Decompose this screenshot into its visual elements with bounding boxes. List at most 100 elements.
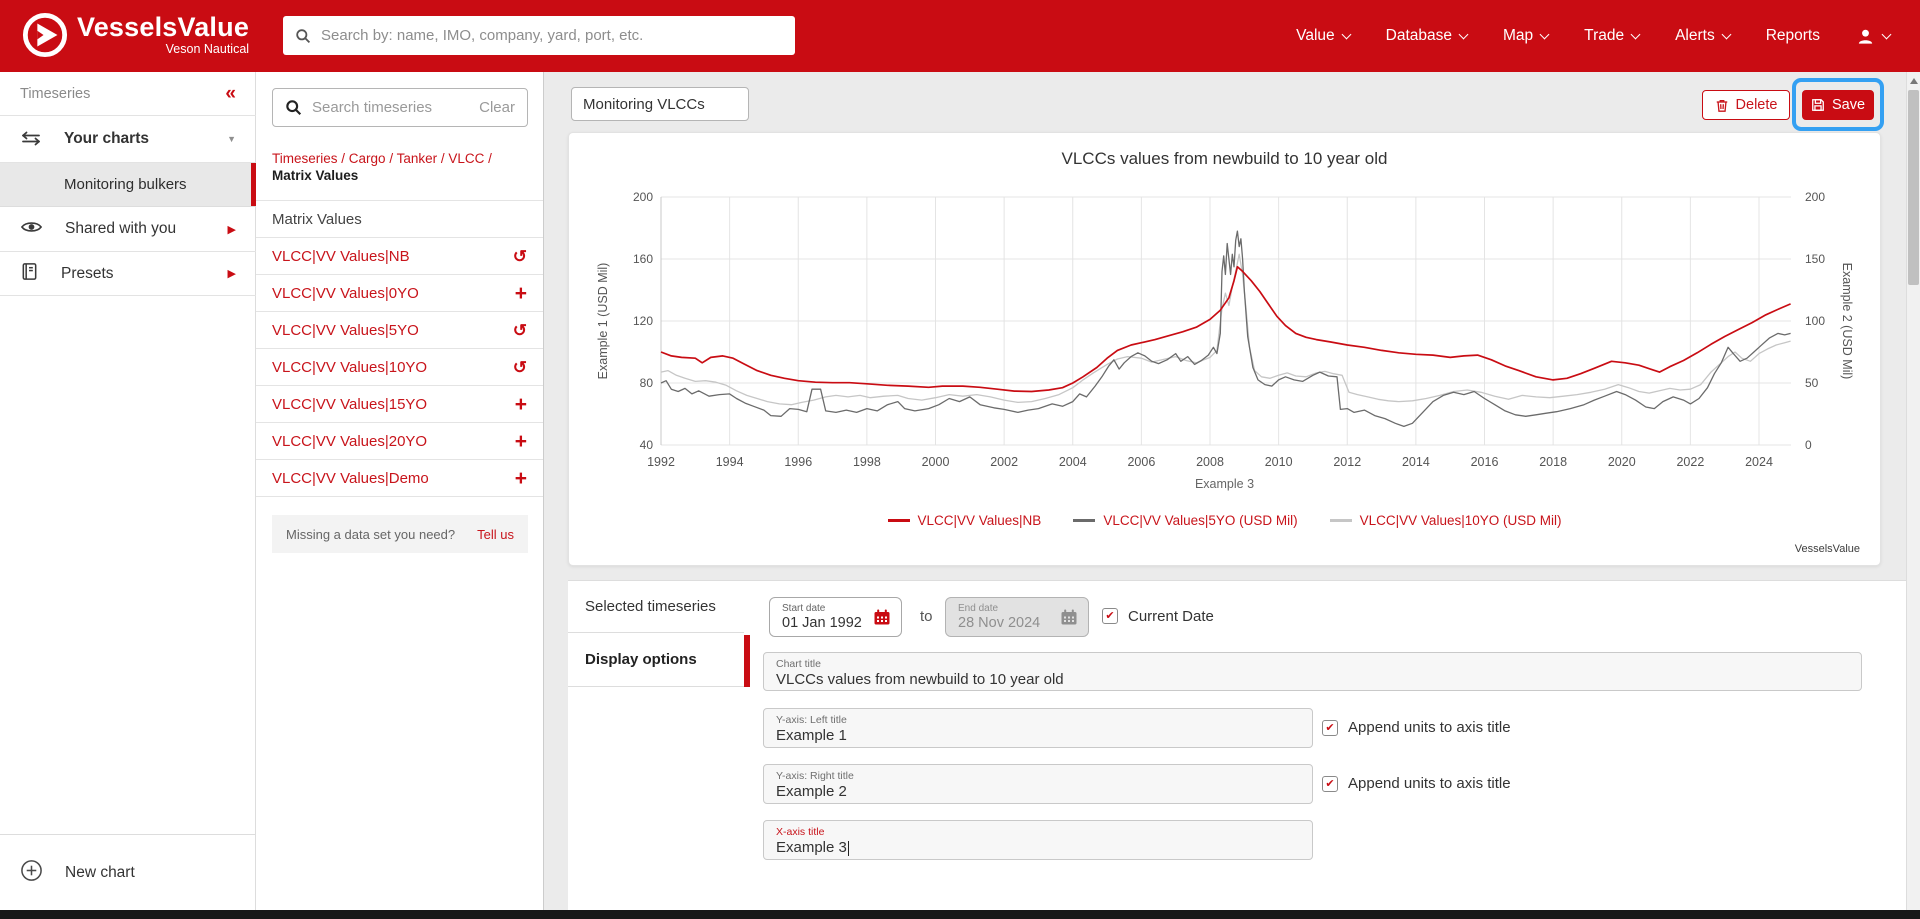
- vesselsvalue-watermark: VesselsValue: [1794, 543, 1860, 555]
- timeseries-item[interactable]: VLCC|VV Values|15YO +: [256, 386, 543, 423]
- legend-swatch: [1073, 519, 1096, 522]
- nav-item-label: Trade: [1584, 27, 1625, 44]
- sidebar-item-shared-with-you[interactable]: Shared with you ▶: [0, 207, 256, 252]
- scrollbar-thumb[interactable]: [1908, 90, 1919, 285]
- chevron-down-icon: [1630, 29, 1641, 39]
- breadcrumb-link[interactable]: VLCC: [448, 151, 485, 166]
- chevron-down-icon: [1881, 29, 1892, 39]
- breadcrumb-link[interactable]: Cargo: [348, 151, 386, 166]
- chart-name-input[interactable]: [571, 87, 749, 121]
- delete-button[interactable]: Delete: [1702, 90, 1790, 120]
- clear-search-button[interactable]: Clear: [479, 99, 515, 116]
- tab-display-options[interactable]: Display options: [568, 633, 744, 687]
- brand-title: VesselsValue: [77, 12, 250, 42]
- sidebar-item-presets[interactable]: Presets ▶: [0, 252, 256, 296]
- presets-label: Presets: [61, 264, 114, 282]
- nav-item-alerts[interactable]: Alerts: [1675, 27, 1732, 45]
- collapse-sidebar-icon[interactable]: «: [225, 82, 236, 104]
- timeseries-group-row[interactable]: Matrix Values: [256, 200, 543, 238]
- x-axis-title-field[interactable]: X-axis title Example 3: [763, 820, 1313, 860]
- add-icon[interactable]: +: [514, 392, 527, 416]
- text-cursor: [847, 841, 850, 856]
- global-search-input[interactable]: [321, 27, 783, 44]
- timeseries-item-label: VLCC|VV Values|Demo: [272, 469, 429, 487]
- timeseries-item[interactable]: VLCC|VV Values|5YO ↺: [256, 312, 543, 349]
- date-range-to-label: to: [920, 608, 933, 625]
- legend-item[interactable]: VLCC|VV Values|NB: [887, 513, 1041, 528]
- timeseries-item-label: VLCC|VV Values|15YO: [272, 395, 428, 413]
- breadcrumb-link[interactable]: Timeseries: [272, 151, 338, 166]
- missing-dataset-bar: Missing a data set you need? Tell us: [272, 515, 528, 553]
- timeseries-search-input[interactable]: [312, 99, 480, 116]
- svg-text:2016: 2016: [1471, 455, 1499, 469]
- chevron-down-icon: [1721, 29, 1732, 39]
- chart-title-field-label: Chart title: [776, 658, 821, 670]
- y-left-title-field[interactable]: Y-axis: Left title Example 1: [763, 708, 1313, 748]
- search-icon: [286, 100, 302, 116]
- nav-item-label: Value: [1296, 27, 1335, 44]
- undo-icon[interactable]: ↺: [512, 357, 527, 377]
- add-icon[interactable]: +: [514, 429, 527, 453]
- append-units-right-checkbox[interactable]: ✔: [1322, 776, 1338, 792]
- nav-item-trade[interactable]: Trade: [1584, 27, 1641, 45]
- save-button[interactable]: Save: [1802, 90, 1874, 120]
- nav-item-label: Reports: [1765, 27, 1820, 44]
- add-icon[interactable]: +: [514, 281, 527, 305]
- shared-with-you-label: Shared with you: [65, 220, 177, 237]
- checkmark-icon: ✔: [1105, 609, 1115, 622]
- page-scrollbar[interactable]: [1906, 72, 1920, 910]
- svg-text:120: 120: [633, 314, 653, 328]
- timeseries-item[interactable]: VLCC|VV Values|0YO +: [256, 275, 543, 312]
- start-date-field[interactable]: Start date 01 Jan 1992: [769, 597, 902, 637]
- end-date-value: 28 Nov 2024: [958, 615, 1041, 631]
- group-label: Matrix Values: [272, 210, 362, 228]
- nav-item-map[interactable]: Map: [1503, 27, 1550, 45]
- eye-icon: [20, 219, 43, 240]
- append-units-left-checkbox[interactable]: ✔: [1322, 720, 1338, 736]
- timeseries-item[interactable]: VLCC|VV Values|NB ↺: [256, 238, 543, 275]
- user-menu[interactable]: [1856, 27, 1892, 46]
- undo-icon[interactable]: ↺: [512, 320, 527, 340]
- sidebar-item-your-charts[interactable]: Your charts ▼: [0, 116, 256, 163]
- sidebar-item-monitoring-bulkers[interactable]: Monitoring bulkers: [0, 163, 256, 207]
- svg-text:Example 1 (USD Mil): Example 1 (USD Mil): [596, 263, 610, 380]
- chart-title-field[interactable]: Chart title VLCCs values from newbuild t…: [763, 652, 1862, 691]
- nav-item-database[interactable]: Database: [1386, 27, 1469, 45]
- svg-text:2008: 2008: [1196, 455, 1224, 469]
- missing-dataset-text: Missing a data set you need?: [286, 526, 456, 542]
- undo-icon[interactable]: ↺: [512, 246, 527, 266]
- breadcrumb-link[interactable]: Tanker: [396, 151, 438, 166]
- brand-subtitle: Veson Nautical: [165, 42, 250, 56]
- your-charts-label: Your charts: [64, 130, 149, 147]
- y-right-title-field[interactable]: Y-axis: Right title Example 2: [763, 764, 1313, 804]
- main-content: Delete Save VLCCs values from newbuild t…: [544, 72, 1906, 910]
- svg-text:80: 80: [640, 376, 654, 390]
- tab-selected-timeseries[interactable]: Selected timeseries: [568, 581, 744, 633]
- timeseries-item[interactable]: VLCC|VV Values|20YO +: [256, 423, 543, 460]
- add-icon[interactable]: +: [514, 466, 527, 490]
- logo[interactable]: VesselsValue Veson Nautical: [22, 12, 249, 63]
- nav-menu: Value Database Map Trade Alerts Reports: [1296, 0, 1892, 72]
- current-date-checkbox[interactable]: ✔: [1102, 608, 1118, 624]
- legend-item[interactable]: VLCC|VV Values|10YO (USD Mil): [1329, 513, 1561, 528]
- y-right-field-value: Example 2: [776, 783, 847, 800]
- timeseries-item[interactable]: VLCC|VV Values|Demo +: [256, 460, 543, 497]
- new-chart-button[interactable]: New chart: [0, 834, 256, 910]
- x-axis-title: Example 3: [1194, 477, 1255, 491]
- scroll-up-arrow-icon[interactable]: [1910, 78, 1918, 84]
- nav-item-reports[interactable]: Reports: [1766, 27, 1820, 45]
- nav-item-value[interactable]: Value: [1296, 27, 1352, 45]
- timeseries-sidebar: Timeseries « Your charts ▼ Monitoring bu…: [0, 72, 256, 910]
- timeseries-item[interactable]: VLCC|VV Values|10YO ↺: [256, 349, 543, 386]
- tell-us-link[interactable]: Tell us: [477, 526, 514, 542]
- active-item-marker: [251, 163, 256, 206]
- trash-icon: [1716, 99, 1727, 112]
- legend-swatch: [1329, 519, 1352, 522]
- svg-text:100: 100: [1805, 314, 1825, 328]
- calendar-icon[interactable]: [873, 608, 891, 626]
- active-tab-marker: [744, 635, 750, 687]
- legend-item[interactable]: VLCC|VV Values|5YO (USD Mil): [1073, 513, 1298, 528]
- book-icon: [20, 262, 39, 286]
- checkmark-icon: ✔: [1325, 777, 1335, 790]
